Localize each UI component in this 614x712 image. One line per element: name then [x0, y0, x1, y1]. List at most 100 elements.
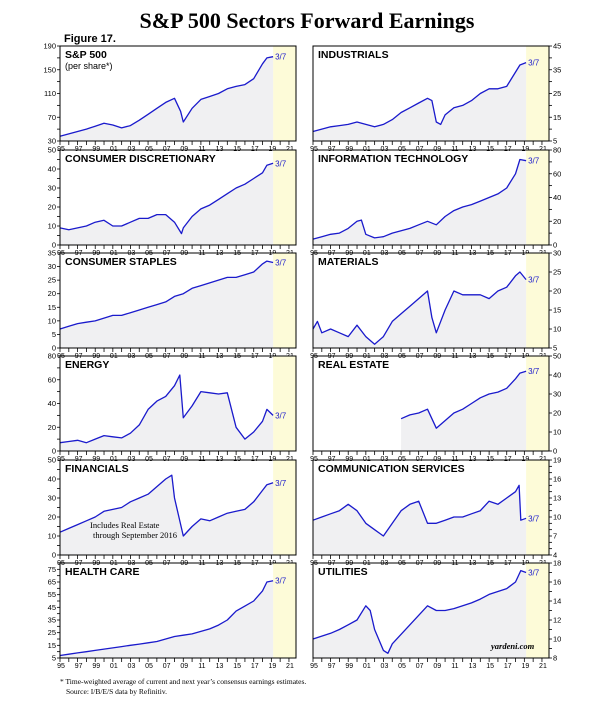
- y-tick-label: 20: [553, 409, 561, 418]
- y-tick-label: 25: [553, 89, 561, 98]
- footnote-text: * Time-weighted average of current and n…: [60, 677, 307, 686]
- y-tick-label: 5: [553, 137, 557, 146]
- panel-title: ENERGY: [65, 359, 109, 371]
- plot-frame: [59, 562, 297, 659]
- y-tick-label: 16: [553, 475, 561, 484]
- panel-title: S&P 500: [65, 49, 107, 61]
- panel-title: COMMUNICATION SERVICES: [318, 463, 465, 475]
- y-tick-label: 25: [553, 268, 561, 277]
- plot-frame: [312, 355, 550, 452]
- x-tick-label: 07: [416, 663, 424, 670]
- x-tick-label: 15: [233, 663, 241, 670]
- plot-frame: [312, 252, 550, 349]
- chart-panel-10: 47101316199597990103050709111315171921CO…: [310, 456, 561, 568]
- y-tick-label: 0: [52, 241, 56, 250]
- x-tick-label: 19: [268, 663, 276, 670]
- panel-title: CONSUMER DISCRETIONARY: [65, 153, 216, 165]
- y-tick-label: 50: [553, 352, 561, 361]
- forecast-band: [526, 563, 549, 658]
- chart-panel-6: 510152025309597990103050709111315171921M…: [310, 249, 561, 361]
- annotation-text: Includes Real Estate: [90, 520, 160, 530]
- y-tick-label: 40: [553, 371, 561, 380]
- x-tick-label: 01: [110, 663, 118, 670]
- credit-label: yardeni.com: [491, 641, 535, 651]
- x-tick-label: 11: [451, 663, 458, 670]
- chart-panel-4: 0204060809597990103050709111315171921INF…: [310, 146, 561, 258]
- footnote: * Time-weighted average of current and n…: [60, 677, 306, 697]
- panel-title: FINANCIALS: [65, 463, 129, 475]
- y-tick-label: 20: [553, 217, 561, 226]
- y-tick-label: 25: [48, 276, 56, 285]
- series-line: [59, 260, 274, 330]
- series-line: [312, 158, 527, 240]
- y-tick-label: 20: [553, 287, 561, 296]
- y-tick-label: 0: [52, 551, 56, 560]
- area-fill: [60, 375, 274, 451]
- end-date-label: 3/7: [275, 259, 287, 268]
- x-tick-label: 99: [92, 663, 100, 670]
- y-tick-label: 5: [52, 654, 56, 663]
- source-text: Source: I/B/E/S data by Refinitiv.: [66, 687, 167, 696]
- x-tick-label: 05: [398, 663, 406, 670]
- y-tick-label: 10: [48, 532, 56, 541]
- area-fill: [401, 371, 527, 451]
- forecast-band: [273, 150, 296, 245]
- y-tick-label: 10: [553, 428, 561, 437]
- y-tick-label: 13: [553, 494, 561, 503]
- y-tick-label: 20: [48, 203, 56, 212]
- y-tick-label: 30: [553, 390, 561, 399]
- x-tick-label: 17: [251, 663, 259, 670]
- series-line: [59, 56, 274, 137]
- end-date-label: 3/7: [528, 367, 540, 376]
- x-tick-label: 03: [128, 663, 136, 670]
- x-tick-label: 21: [286, 663, 294, 670]
- panel-title: MATERIALS: [318, 256, 378, 268]
- x-tick-label: 21: [539, 663, 547, 670]
- y-tick-label: 0: [52, 447, 56, 456]
- figure-label: Figure 17.: [64, 33, 116, 45]
- end-date-label: 3/7: [528, 514, 540, 523]
- area-fill: [60, 56, 274, 142]
- forecast-band: [273, 46, 296, 141]
- y-tick-label: 8: [553, 654, 557, 663]
- y-tick-label: 50: [48, 456, 56, 465]
- series-line: [59, 580, 274, 657]
- y-tick-label: 35: [48, 249, 56, 258]
- plot-frame: [59, 252, 297, 349]
- y-tick-label: 0: [553, 241, 557, 250]
- series-line: [312, 484, 527, 537]
- x-tick-label: 13: [469, 663, 477, 670]
- y-tick-label: 35: [48, 616, 56, 625]
- y-tick-label: 150: [43, 65, 56, 74]
- forecast-band: [526, 253, 549, 348]
- area-fill: [60, 475, 274, 555]
- y-tick-label: 15: [48, 303, 56, 312]
- end-date-label: 3/7: [528, 157, 540, 166]
- y-tick-label: 30: [48, 137, 56, 146]
- area-fill: [313, 159, 527, 245]
- y-tick-label: 10: [48, 316, 56, 325]
- y-tick-label: 15: [553, 113, 561, 122]
- x-tick-label: 99: [345, 663, 353, 670]
- forecast-band: [526, 46, 549, 141]
- end-date-label: 3/7: [528, 569, 540, 578]
- end-date-label: 3/7: [275, 159, 287, 168]
- panel-title: INFORMATION TECHNOLOGY: [318, 153, 468, 165]
- y-tick-label: 65: [48, 578, 56, 587]
- y-tick-label: 10: [48, 222, 56, 231]
- series-line: [312, 61, 527, 133]
- y-tick-label: 30: [48, 494, 56, 503]
- y-tick-label: 40: [553, 193, 561, 202]
- area-fill: [313, 485, 527, 555]
- y-tick-label: 14: [553, 597, 561, 606]
- x-tick-label: 95: [57, 663, 65, 670]
- x-tick-label: 01: [363, 663, 371, 670]
- x-tick-label: 11: [198, 663, 205, 670]
- panel-title: INDUSTRIALS: [318, 49, 389, 61]
- chart-panel-3: 010203040509597990103050709111315171921C…: [48, 146, 297, 257]
- chart-panel-11: 5 15 25 35 45 55 65 75 95 97 99 01 03 05 07 09 11 13 15 17 1…: [48, 562, 297, 670]
